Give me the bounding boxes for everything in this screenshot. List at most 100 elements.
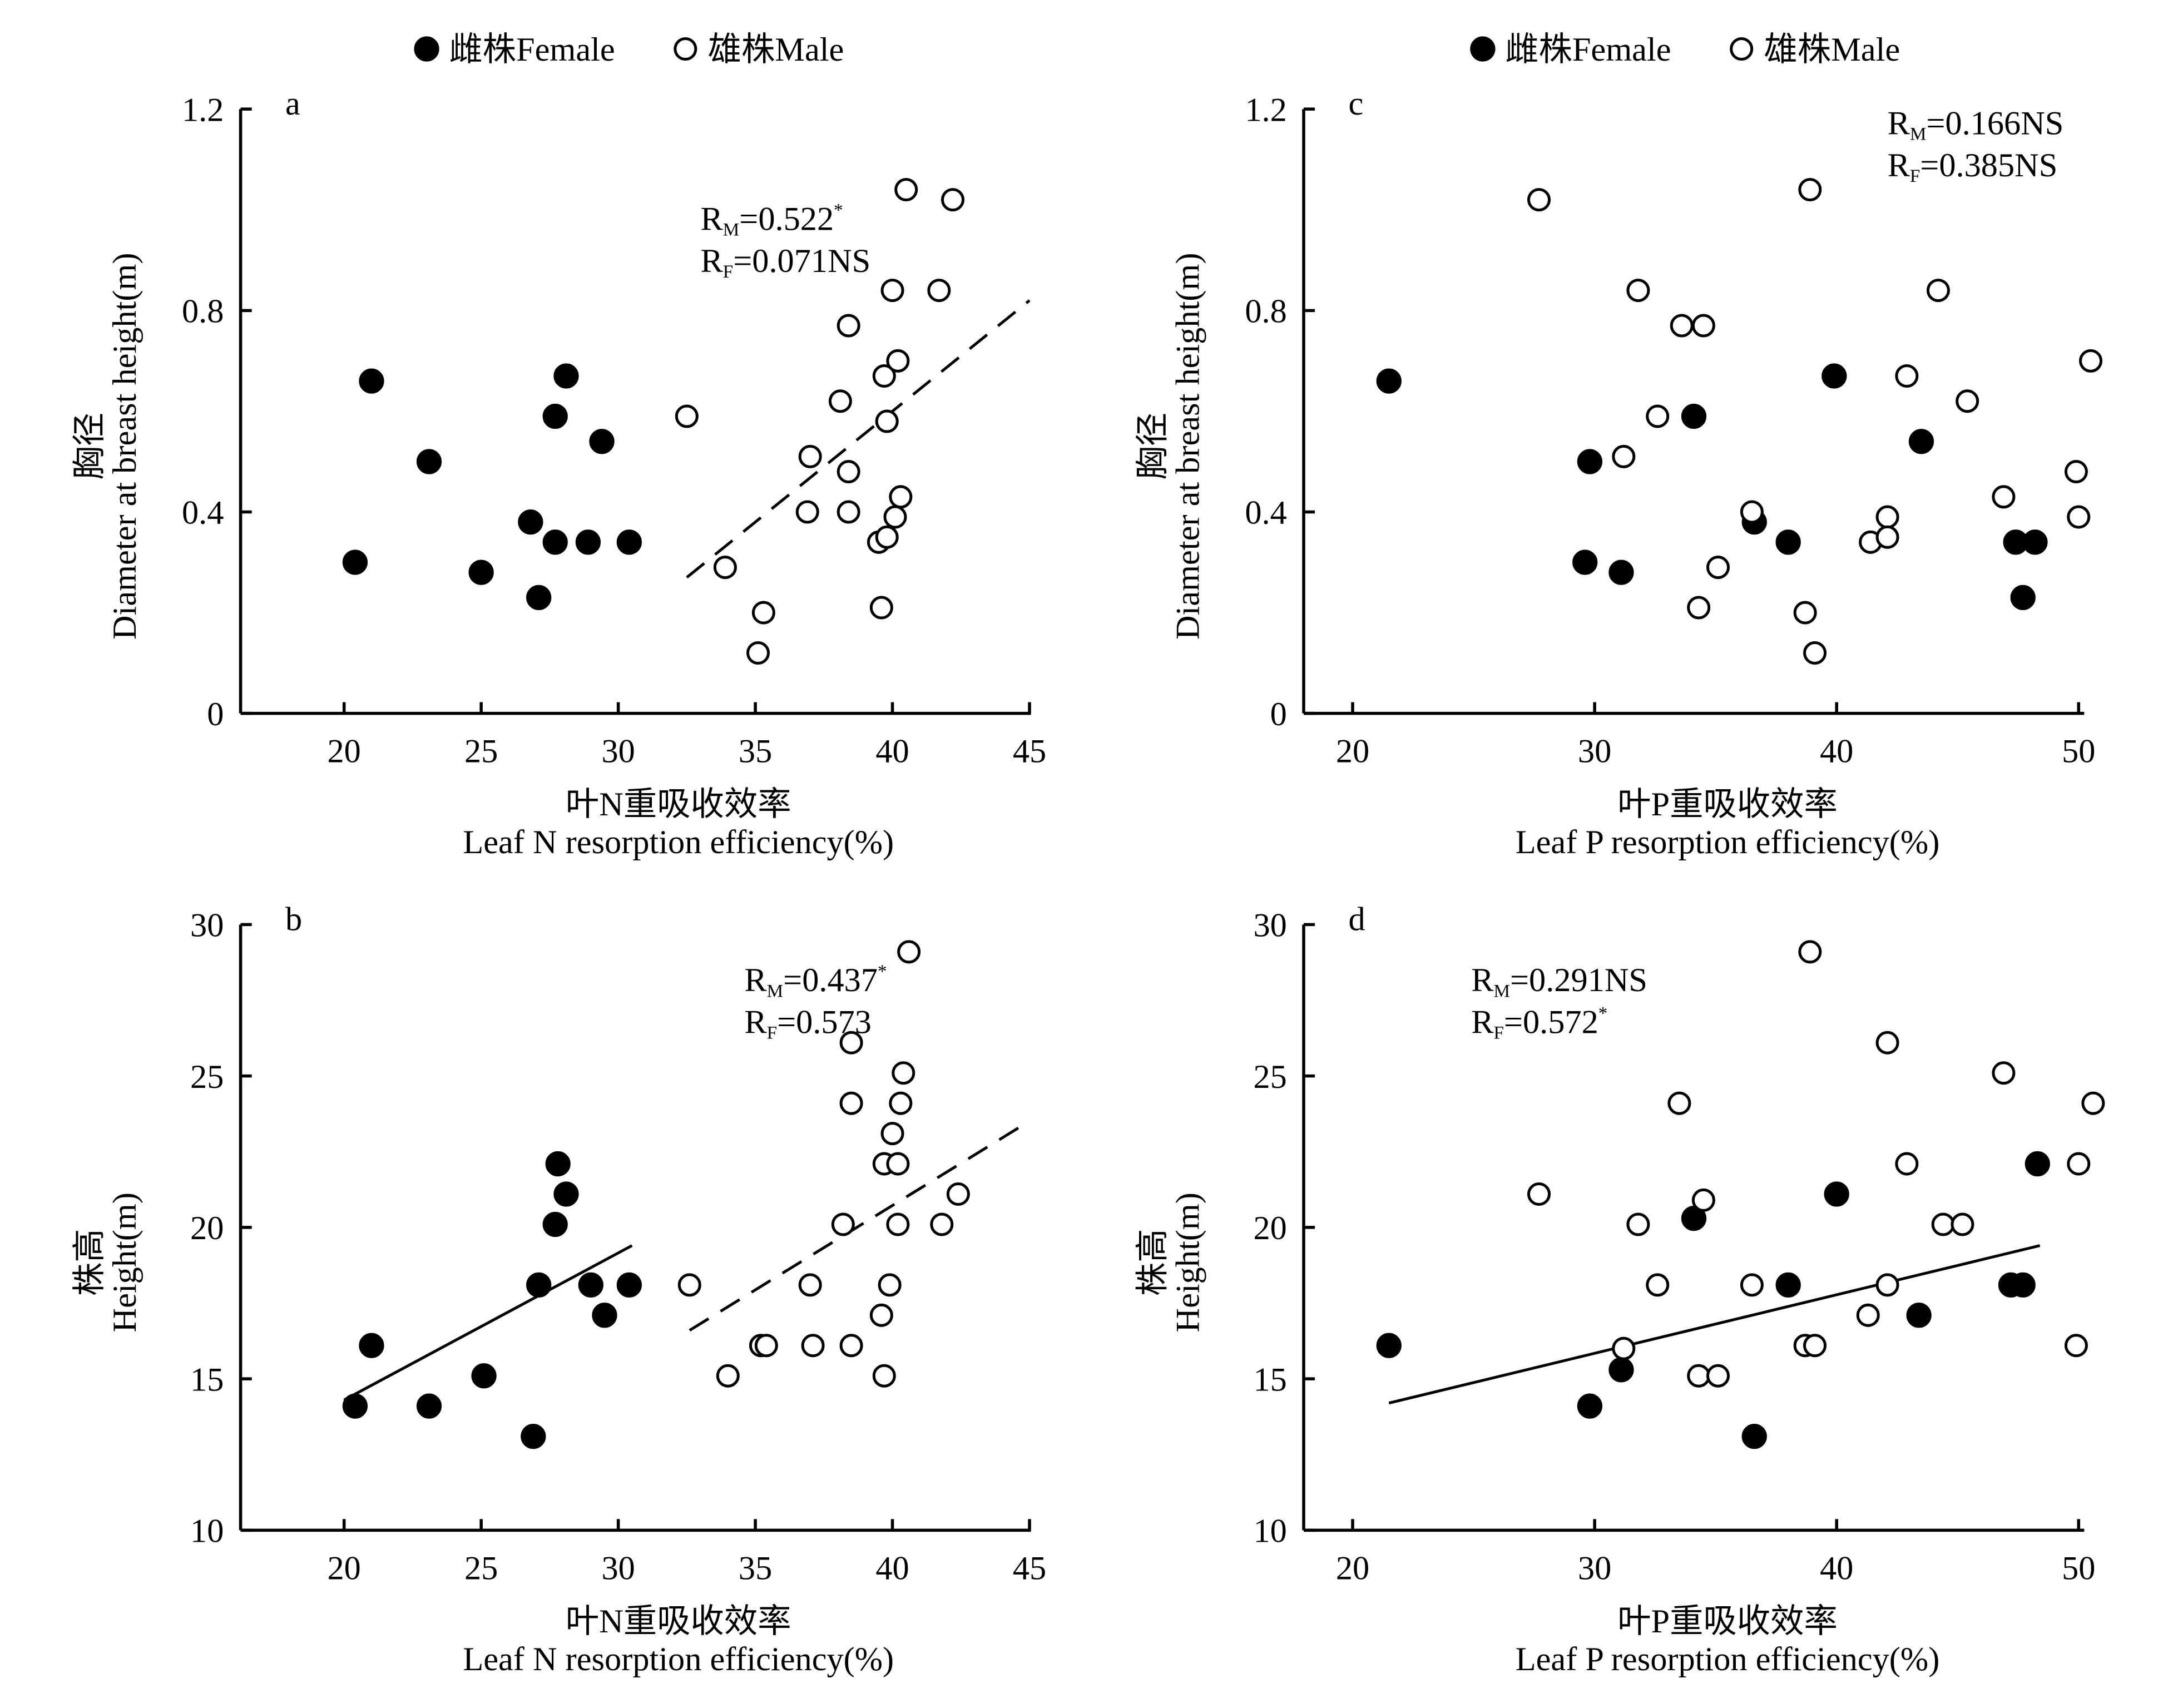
point-male xyxy=(831,1212,855,1236)
point-female xyxy=(2022,529,2048,555)
point-male xyxy=(1612,444,1636,468)
point-male xyxy=(1691,1188,1715,1212)
y-tick-label: 10 xyxy=(190,1513,224,1550)
point-male xyxy=(677,1273,701,1297)
point-male xyxy=(1875,1273,1899,1297)
point-male xyxy=(1956,389,1979,413)
point-male xyxy=(1670,314,1694,338)
point-female xyxy=(589,429,615,454)
point-female xyxy=(1741,1423,1767,1449)
point-female xyxy=(1775,1272,1801,1298)
point-male xyxy=(2081,1091,2105,1115)
fit-line-male xyxy=(686,299,1031,579)
point-male xyxy=(2067,1152,2091,1176)
point-female xyxy=(545,1151,571,1177)
x-tick-label: 40 xyxy=(1820,733,1853,770)
y-tick-label: 10 xyxy=(1253,1513,1286,1550)
fit-line-female xyxy=(1388,1244,2041,1405)
point-female xyxy=(553,1181,579,1207)
point-female xyxy=(1908,429,1934,454)
fit-line-female xyxy=(343,1244,633,1402)
point-female xyxy=(2010,1272,2036,1298)
point-male xyxy=(1856,1303,1880,1327)
point-male xyxy=(751,601,775,625)
point-male xyxy=(839,1334,863,1358)
point-male xyxy=(2064,1334,2088,1358)
x-axis-label: Leaf P resorption efficiency(%) xyxy=(1516,824,1940,861)
point-male xyxy=(1740,1273,1764,1297)
x-tick-label: 20 xyxy=(1336,733,1369,770)
x-tick-label: 40 xyxy=(875,1549,909,1587)
y-tick-label: 20 xyxy=(1253,1210,1286,1247)
point-female xyxy=(526,1272,552,1298)
y-axis-label: Diameter at breast height(m) xyxy=(106,253,143,640)
point-female xyxy=(342,549,368,575)
y-axis-label-cn: 胸径 xyxy=(71,413,108,480)
point-male xyxy=(1691,314,1715,338)
point-male xyxy=(892,1061,915,1085)
point-male xyxy=(713,556,737,580)
point-male xyxy=(1687,596,1711,620)
y-axis-label-cn: 株高 xyxy=(1134,1229,1171,1296)
point-female xyxy=(2010,585,2036,611)
point-female xyxy=(542,403,568,429)
point-male xyxy=(889,485,913,509)
point-male xyxy=(1527,188,1551,212)
point-male xyxy=(1895,1152,1919,1176)
point-male xyxy=(883,505,907,529)
point-male xyxy=(1803,641,1827,665)
point-male xyxy=(897,940,921,964)
point-female xyxy=(518,509,543,535)
x-axis-label-cn: 叶P重吸收效率 xyxy=(1617,786,1838,823)
x-axis-label-cn: 叶N重吸收效率 xyxy=(566,1603,791,1640)
point-male xyxy=(1951,1212,1974,1236)
point-female xyxy=(416,1393,442,1419)
y-tick-label: 0.4 xyxy=(1245,494,1286,532)
x-axis-label: Leaf P resorption efficiency(%) xyxy=(1516,1641,1940,1678)
y-axis-label: Height(m) xyxy=(1169,1192,1206,1332)
point-female xyxy=(542,529,568,555)
y-tick-label: 15 xyxy=(1253,1361,1286,1398)
point-male xyxy=(754,1334,778,1358)
point-male xyxy=(886,349,910,373)
x-axis-label: Leaf N resorption efficiency(%) xyxy=(463,824,894,861)
legend-male-marker xyxy=(1730,37,1754,61)
x-tick-label: 30 xyxy=(1578,733,1611,770)
point-female xyxy=(359,1333,384,1358)
point-male xyxy=(941,188,965,212)
x-tick-label: 35 xyxy=(739,733,772,770)
y-axis-label: Height(m) xyxy=(106,1192,143,1332)
legend-male-marker xyxy=(674,37,697,61)
point-female xyxy=(616,529,642,555)
point-male xyxy=(1793,601,1817,625)
legend-male-label: 雄株Male xyxy=(1764,31,1900,68)
point-male xyxy=(836,500,860,524)
point-female xyxy=(592,1303,617,1328)
y-tick-label: 0.4 xyxy=(182,494,224,532)
point-male xyxy=(836,314,860,338)
point-female xyxy=(471,1363,497,1389)
y-tick-label: 25 xyxy=(1253,1058,1286,1096)
point-female xyxy=(1824,1181,1849,1207)
point-male xyxy=(927,279,951,303)
point-male xyxy=(886,1212,910,1236)
x-tick-label: 40 xyxy=(875,733,909,770)
panel-label: c xyxy=(1348,85,1363,122)
point-female xyxy=(521,1423,546,1449)
point-male xyxy=(886,1152,910,1176)
point-male xyxy=(2064,460,2088,484)
point-female xyxy=(542,1211,568,1237)
legend-female-marker xyxy=(414,36,439,62)
panel-label: a xyxy=(285,85,300,122)
point-female xyxy=(1821,363,1847,389)
y-tick-label: 25 xyxy=(190,1058,224,1096)
y-tick-label: 0.8 xyxy=(1245,293,1286,330)
point-female xyxy=(1577,1393,1603,1419)
point-male xyxy=(1612,1336,1636,1360)
x-axis-label: Leaf N resorption efficiency(%) xyxy=(463,1641,894,1678)
correlation-annotation: RF=0.572* xyxy=(1471,1003,1607,1043)
point-male xyxy=(1667,1091,1691,1115)
point-male xyxy=(1798,178,1822,202)
